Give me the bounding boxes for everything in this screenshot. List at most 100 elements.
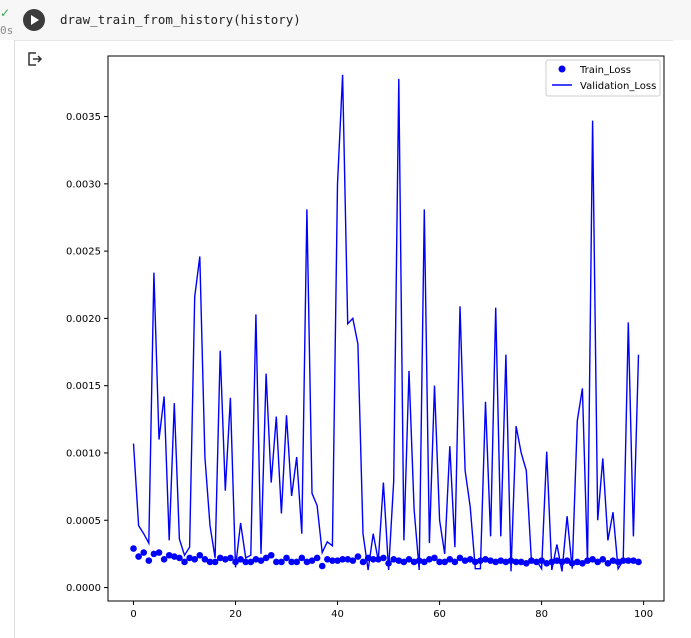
train-loss-point — [247, 558, 255, 566]
y-tick-label: 0.0015 — [66, 381, 101, 392]
train-loss-point — [584, 557, 591, 564]
train-loss-point — [267, 551, 275, 559]
train-loss-point — [375, 555, 382, 563]
train-loss-point — [298, 554, 306, 562]
train-loss-point — [329, 557, 336, 564]
x-tick-label: 0 — [130, 609, 136, 620]
series-points — [130, 545, 642, 570]
train-loss-point — [477, 557, 484, 564]
train-loss-point — [171, 553, 178, 560]
y-axis: 0.0000 0.0005 0.0010 0.0015 0.0020 0.0025 0.00… — [66, 112, 108, 594]
train-loss-point — [538, 557, 545, 564]
run-cell-button[interactable] — [23, 9, 45, 31]
train-loss-point — [222, 555, 229, 563]
train-loss-point — [252, 555, 260, 563]
execution-time: 0s — [0, 24, 14, 37]
train-loss-point — [594, 558, 601, 566]
train-loss-point — [176, 554, 183, 562]
x-tick-label: 60 — [433, 609, 446, 620]
train-loss-point — [456, 554, 464, 562]
train-loss-point — [227, 554, 234, 562]
train-loss-point — [232, 558, 239, 566]
train-loss-point — [630, 557, 637, 564]
train-loss-point — [257, 557, 265, 564]
train-loss-point — [313, 554, 321, 562]
train-loss-point — [487, 557, 494, 564]
legend-box — [545, 59, 661, 97]
train-loss-point — [609, 557, 617, 564]
train-loss-point — [242, 558, 250, 566]
train-loss-point — [145, 557, 153, 564]
train-loss-point — [619, 557, 627, 564]
train-loss-point — [441, 558, 448, 566]
train-loss-point — [278, 558, 285, 566]
train-loss-point — [318, 562, 326, 570]
train-loss-point — [624, 557, 632, 564]
train-loss-point — [431, 554, 438, 562]
train-loss-point — [135, 553, 142, 560]
train-loss-point — [548, 558, 556, 566]
train-loss-point — [573, 558, 581, 566]
train-loss-point — [426, 555, 433, 563]
train-loss-point — [558, 558, 566, 566]
output-redirect-icon[interactable] — [27, 52, 43, 66]
train-loss-point — [130, 545, 137, 552]
train-loss-point — [497, 557, 505, 564]
train-loss-point — [303, 558, 311, 566]
code-line[interactable]: draw_train_from_history(history) — [60, 12, 301, 27]
train-loss-point — [262, 554, 270, 562]
train-loss-point — [466, 555, 474, 563]
train-loss-point — [216, 554, 224, 562]
train-loss-point — [492, 558, 499, 566]
train-loss-point — [614, 558, 622, 566]
x-tick-label: 20 — [229, 609, 242, 620]
train-loss-point — [339, 555, 346, 563]
train-loss-point — [160, 555, 168, 563]
train-loss-point — [191, 555, 199, 563]
train-loss-point — [563, 557, 571, 564]
train-loss-point — [400, 558, 408, 566]
train-loss-point — [461, 557, 469, 564]
train-loss-point — [206, 558, 214, 566]
y-tick-label: 0.0025 — [66, 247, 101, 258]
train-loss-point — [385, 560, 392, 567]
train-loss-point — [420, 558, 428, 566]
series-lines — [132, 74, 640, 572]
legend: Train_Loss Validation_Loss — [545, 59, 661, 97]
train-loss-point — [390, 555, 397, 563]
x-axis: 0 20 40 60 80 100 — [130, 601, 653, 620]
train-loss-point — [436, 558, 443, 566]
y-tick-label: 0.0005 — [66, 516, 101, 527]
train-loss-point — [410, 558, 418, 566]
train-loss-point — [349, 557, 357, 564]
train-loss-point — [599, 555, 607, 563]
train-loss-point — [334, 557, 341, 564]
train-loss-point — [395, 557, 403, 564]
page-edge — [673, 40, 691, 637]
train-loss-point — [237, 555, 244, 563]
train-loss-point — [186, 554, 193, 562]
legend-marker-train — [558, 65, 566, 73]
train-loss-point — [635, 558, 642, 566]
y-tick-label: 0.0010 — [66, 448, 101, 459]
train-loss-point — [482, 555, 489, 563]
train-loss-point — [471, 558, 479, 566]
train-loss-point — [150, 550, 158, 558]
train-loss-point — [283, 554, 290, 562]
train-loss-point — [604, 560, 612, 567]
train-loss-point — [451, 558, 459, 566]
train-loss-point — [344, 555, 352, 563]
train-loss-point — [308, 557, 316, 564]
train-loss-point — [354, 553, 362, 560]
legend-label-train: Train_Loss — [579, 65, 631, 76]
train-loss-point — [405, 555, 413, 563]
x-tick-label: 100 — [634, 609, 653, 620]
train-loss-point — [364, 554, 372, 562]
train-loss-point — [324, 555, 331, 563]
y-tick-label: 0.0020 — [66, 314, 101, 325]
train-loss-point — [446, 555, 454, 563]
train-loss-point — [201, 555, 209, 563]
train-loss-point — [507, 557, 515, 564]
train-loss-point — [140, 549, 148, 556]
